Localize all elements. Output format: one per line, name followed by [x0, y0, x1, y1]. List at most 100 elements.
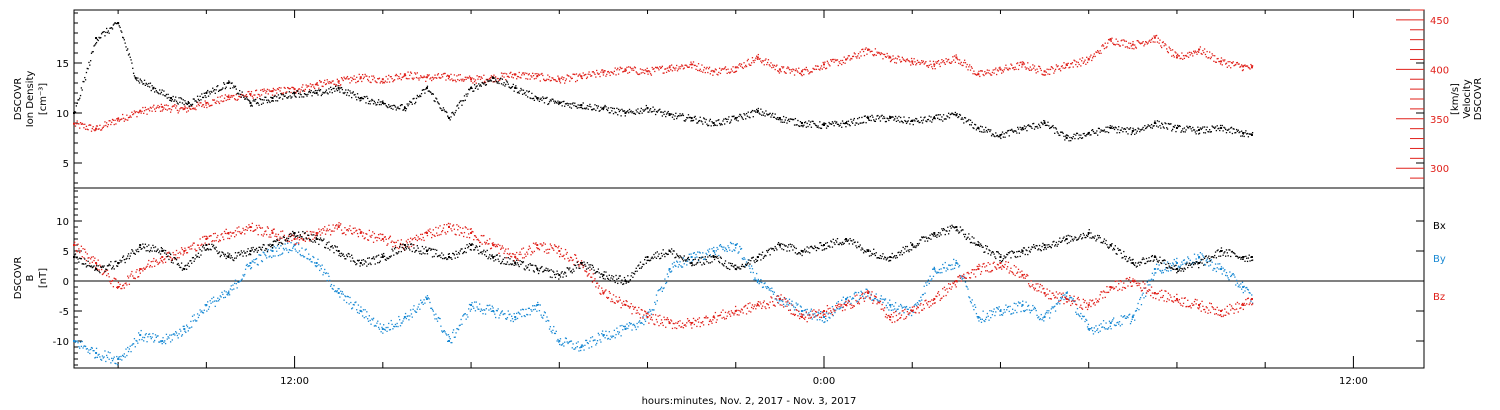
velocity-sample — [912, 63, 914, 66]
velocity-sample — [1017, 68, 1020, 71]
density-sample — [972, 127, 974, 129]
velocity-sample — [508, 76, 510, 79]
velocity-sample — [323, 81, 325, 84]
by-sample — [447, 340, 449, 343]
velocity-sample — [139, 109, 141, 112]
by-sample — [762, 286, 765, 288]
density-sample — [409, 100, 411, 103]
by-sample — [1174, 265, 1176, 267]
velocity-sample — [682, 68, 685, 70]
by-sample — [561, 344, 563, 346]
velocity-sample — [1208, 56, 1210, 59]
density-sample — [965, 121, 967, 123]
density-sample — [900, 120, 903, 122]
by-sample — [355, 301, 357, 303]
density-sample — [878, 116, 881, 118]
by-sample — [1147, 284, 1149, 286]
velocity-sample — [148, 108, 150, 110]
velocity-sample — [280, 87, 282, 89]
density-sample — [1121, 127, 1123, 129]
velocity-sample — [180, 107, 182, 109]
velocity-sample — [363, 76, 365, 78]
velocity-sample — [963, 61, 965, 64]
by-sample — [873, 297, 876, 300]
density-sample — [1041, 122, 1043, 124]
velocity-sample — [873, 53, 876, 56]
by-sample — [770, 290, 772, 292]
velocity-sample — [79, 127, 81, 129]
by-sample — [518, 312, 520, 314]
by-sample — [147, 336, 149, 338]
density-sample — [1198, 133, 1200, 135]
by-sample — [612, 335, 615, 337]
by-sample — [1208, 265, 1210, 267]
by-point — [249, 262, 252, 264]
bz-sample — [300, 237, 302, 240]
velocity-sample — [1172, 54, 1175, 57]
by-sample — [505, 318, 508, 320]
velocity-sample — [950, 62, 952, 64]
by-sample — [1178, 266, 1180, 269]
density-sample — [851, 122, 854, 124]
legend-by: By — [1433, 254, 1446, 265]
by-sample — [263, 252, 265, 254]
density-sample — [375, 104, 377, 106]
density-sample — [1177, 124, 1179, 127]
by-sample — [497, 308, 499, 310]
velocity-sample — [594, 73, 596, 76]
density-point — [337, 87, 340, 89]
by-sample — [973, 308, 975, 311]
by-sample — [1198, 256, 1201, 259]
by-sample — [694, 256, 696, 259]
velocity-sample — [873, 54, 875, 57]
velocity-sample — [618, 69, 621, 71]
by-sample — [375, 325, 377, 327]
by-sample — [476, 306, 478, 308]
density-sample — [935, 114, 937, 117]
density-sample — [555, 101, 557, 104]
bz-sample — [103, 271, 105, 274]
by-sample — [1160, 270, 1162, 272]
velocity-sample — [393, 79, 395, 82]
velocity-sample — [537, 74, 539, 77]
density-sample — [799, 121, 802, 123]
density-sample — [1090, 134, 1092, 136]
by-point — [117, 358, 120, 360]
density-sample — [831, 121, 834, 123]
velocity-sample — [596, 72, 599, 74]
density-sample — [1205, 129, 1207, 131]
velocity-sample — [845, 59, 847, 61]
density-sample — [863, 115, 866, 118]
velocity-sample — [1046, 68, 1048, 70]
bz-sample — [351, 232, 353, 235]
by-sample — [430, 307, 432, 309]
velocity-sample — [923, 63, 925, 65]
by-sample — [1126, 315, 1128, 318]
velocity-sample — [706, 66, 708, 69]
bz-point — [1175, 298, 1178, 300]
density-sample — [169, 99, 172, 102]
density-point — [492, 77, 495, 79]
by-sample — [1022, 310, 1025, 312]
density-sample — [668, 112, 670, 115]
by-sample — [1135, 309, 1138, 312]
density-sample — [260, 103, 263, 105]
by-sample — [489, 308, 492, 310]
by-sample — [862, 295, 864, 297]
velocity-sample — [502, 72, 504, 75]
density-sample — [532, 97, 535, 99]
velocity-sample — [437, 73, 440, 75]
bz-point — [977, 268, 980, 270]
density-sample — [351, 96, 353, 99]
by-sample — [84, 345, 87, 348]
by-sample — [445, 333, 447, 335]
velocity-sample — [1090, 54, 1092, 56]
bz-sample — [113, 277, 115, 279]
by-sample — [473, 301, 476, 303]
velocity-sample — [408, 78, 410, 80]
by-sample — [769, 288, 771, 290]
density-sample — [682, 114, 685, 117]
velocity-sample — [1017, 62, 1019, 64]
density-sample — [605, 106, 607, 108]
velocity-sample — [889, 55, 891, 58]
